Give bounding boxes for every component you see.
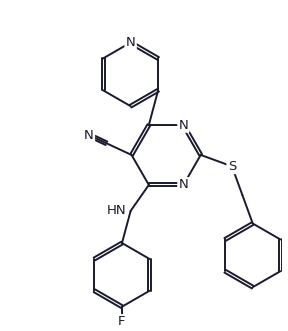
Text: N: N	[84, 128, 94, 142]
Text: S: S	[228, 160, 236, 173]
Text: N: N	[126, 36, 135, 49]
Text: N: N	[179, 118, 188, 131]
Text: HN: HN	[107, 205, 126, 217]
Text: N: N	[179, 178, 188, 191]
Text: F: F	[118, 315, 126, 328]
